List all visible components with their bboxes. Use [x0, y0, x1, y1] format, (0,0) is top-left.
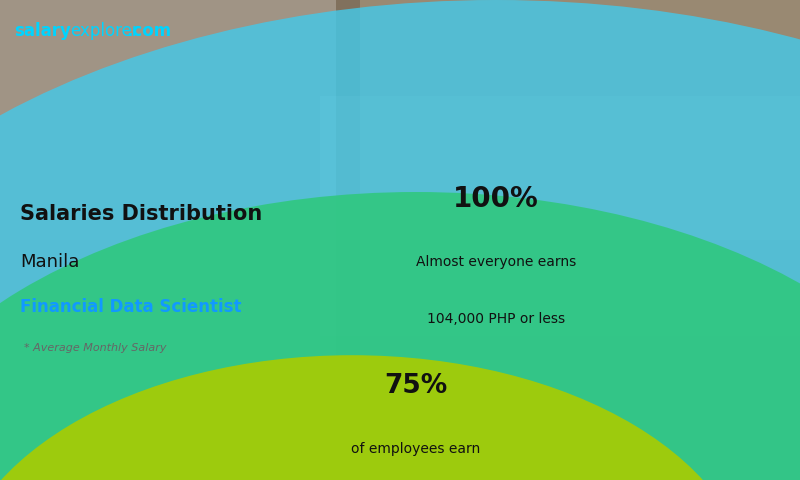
Bar [0, 0, 336, 480]
Text: 104,000 PHP or less: 104,000 PHP or less [427, 312, 565, 326]
Text: 100%: 100% [453, 185, 539, 213]
Text: explorer: explorer [70, 22, 139, 40]
Circle shape [0, 355, 752, 480]
Text: .com: .com [126, 22, 171, 40]
Text: salary: salary [14, 22, 71, 40]
Text: 75%: 75% [384, 373, 448, 399]
Text: of employees earn: of employees earn [351, 442, 481, 456]
Text: Almost everyone earns: Almost everyone earns [416, 254, 576, 269]
Text: Salaries Distribution: Salaries Distribution [20, 204, 262, 224]
Bar [0, 0, 800, 240]
Text: * Average Monthly Salary: * Average Monthly Salary [24, 343, 166, 353]
Circle shape [0, 192, 800, 480]
Bar [400, 288, 800, 480]
Text: Manila: Manila [20, 252, 79, 271]
Bar [320, 96, 800, 336]
Bar [0, 0, 360, 480]
Text: Financial Data Scientist: Financial Data Scientist [20, 298, 242, 316]
